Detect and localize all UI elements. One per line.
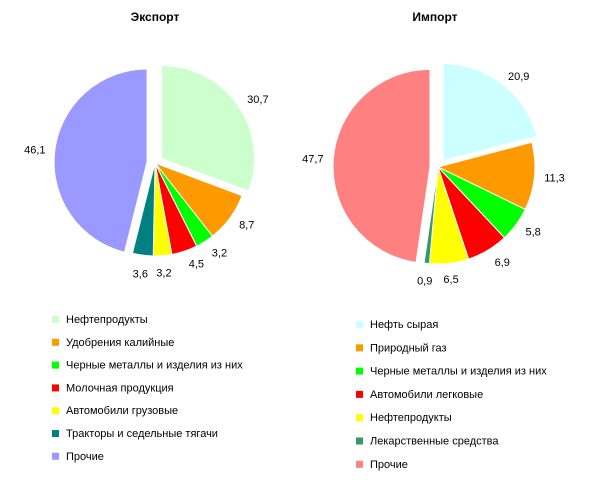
export-legend: Нефтепродукты Удобрения калийные Черные ме… — [52, 314, 243, 463]
legend-label: Автомобили грузовые — [66, 405, 178, 417]
data-label: 20,9 — [508, 71, 529, 83]
import-chart-title: Импорт — [412, 10, 457, 24]
pie-slice-import-1 — [436, 141, 536, 211]
legend-label: Нефть сырая — [370, 319, 438, 331]
legend-swatch — [356, 344, 363, 352]
legend-label: Нефтепродукты — [370, 412, 452, 424]
legend-label: Тракторы и седельные тягачи — [66, 428, 218, 440]
legend-label: Автомобили легковые — [370, 389, 483, 401]
export-pie: 30,7 8,7 3,2 4,5 3,2 3,6 46,1 — [24, 64, 269, 281]
legend-swatch — [52, 430, 59, 437]
legend-label: Нефтепродукты — [66, 314, 148, 326]
import-legend: Нефть сырая Природный газ Черные металлы и… — [356, 319, 547, 471]
legend-swatch — [52, 384, 59, 392]
data-label: 3,2 — [156, 267, 171, 279]
data-label: 4,5 — [189, 259, 204, 271]
pie-slice-import-6 — [332, 68, 431, 263]
legend-swatch — [52, 338, 59, 346]
legend-label: Черные металлы и изделия из них — [66, 360, 243, 372]
legend-swatch — [356, 460, 363, 468]
legend-label: Молочная продукция — [66, 382, 174, 394]
legend-swatch — [52, 316, 59, 323]
pie-slice-export-0 — [161, 64, 256, 192]
pie-slice-import-0 — [442, 63, 538, 162]
data-label: 3,2 — [212, 248, 227, 260]
pie-slice-import-5 — [423, 166, 439, 265]
pie-slice-export-5 — [131, 162, 156, 257]
legend-label: Прочие — [66, 451, 104, 463]
legend-label: Природный газ — [370, 342, 447, 354]
data-label: 5,8 — [525, 226, 540, 238]
legend-label: Удобрения калийные — [66, 337, 174, 349]
import-pie: 20,9 11,3 5,8 6,9 6,5 0,9 47,7 — [302, 63, 565, 288]
legend-label: Лекарственные средства — [370, 436, 499, 448]
data-label: 0,9 — [417, 276, 432, 288]
legend-swatch — [356, 414, 363, 422]
data-label: 6,9 — [495, 257, 510, 269]
data-label: 46,1 — [24, 145, 45, 157]
legend-swatch — [356, 367, 363, 375]
data-label: 30,7 — [247, 94, 268, 106]
export-chart-title: Экспорт — [131, 10, 180, 24]
data-label: 11,3 — [544, 172, 565, 184]
legend-swatch — [52, 407, 59, 415]
legend-swatch — [52, 452, 59, 460]
data-label: 8,7 — [239, 219, 254, 231]
pie-slice-export-6 — [53, 68, 148, 253]
data-label: 47,7 — [302, 154, 323, 166]
legend-swatch — [356, 437, 363, 445]
legend-swatch — [356, 321, 363, 328]
data-label: 6,5 — [443, 274, 458, 286]
legend-label: Прочие — [370, 459, 408, 471]
legend-label: Черные металлы и изделия из них — [370, 366, 547, 378]
legend-swatch — [356, 390, 363, 398]
data-label: 3,6 — [133, 269, 148, 281]
legend-swatch — [52, 361, 59, 369]
